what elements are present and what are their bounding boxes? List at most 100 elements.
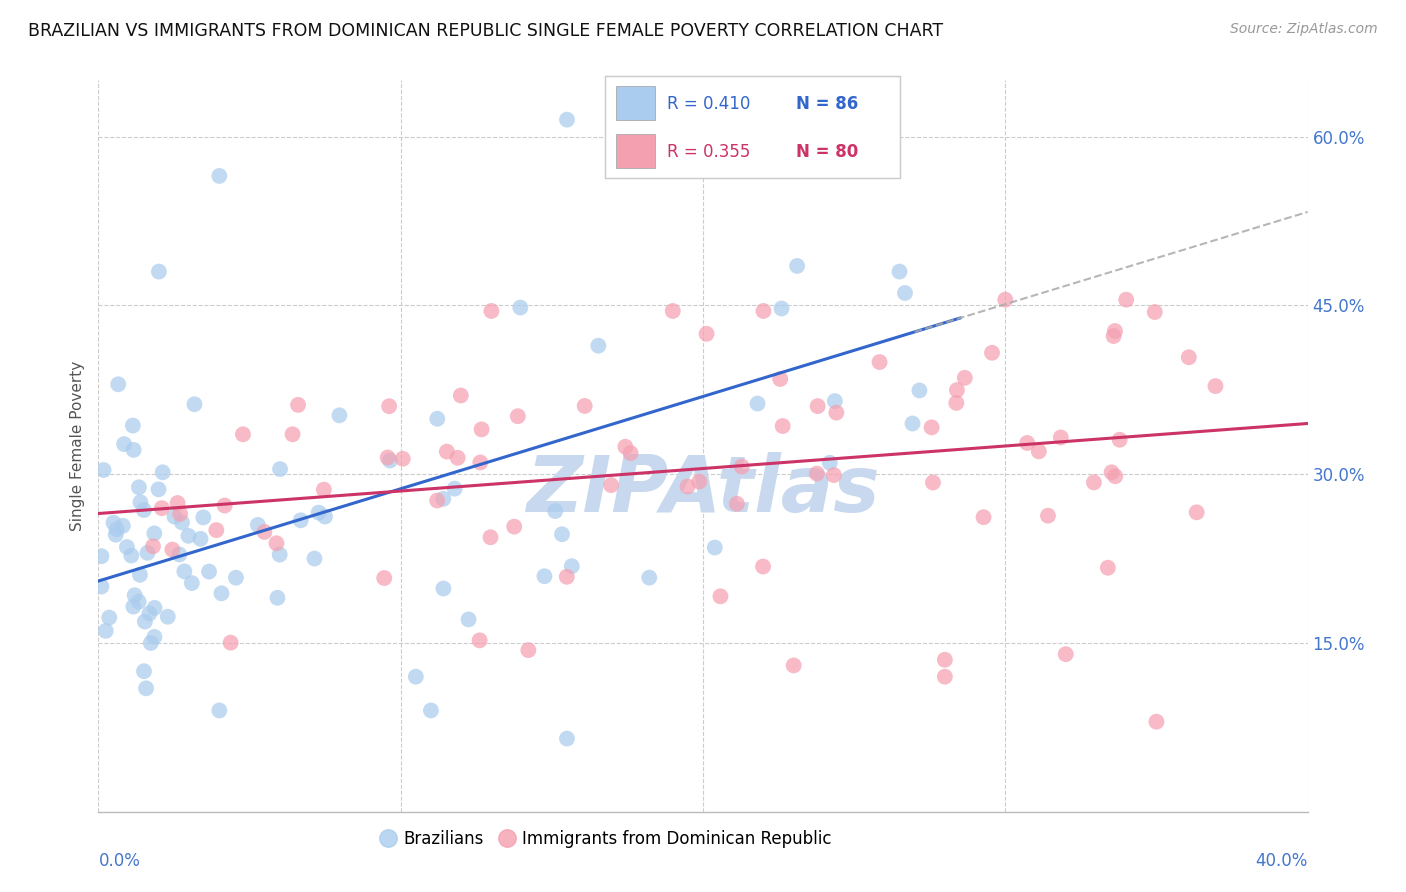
Point <box>312 483 335 497</box>
Point <box>752 559 775 574</box>
Point <box>1028 444 1050 458</box>
Point <box>1101 466 1123 480</box>
Point <box>806 467 828 481</box>
Point <box>122 442 145 457</box>
Point <box>107 377 129 392</box>
Point <box>205 523 228 537</box>
Point <box>162 542 184 557</box>
Bar <box>616 135 655 168</box>
Point <box>1204 379 1226 393</box>
Point <box>281 427 304 442</box>
Point <box>378 453 401 467</box>
Point <box>973 510 995 524</box>
Point <box>103 516 125 530</box>
Point <box>121 418 143 433</box>
Point <box>129 495 152 509</box>
Point <box>143 600 166 615</box>
Point <box>470 455 492 469</box>
Y-axis label: Single Female Poverty: Single Female Poverty <box>70 361 86 531</box>
Point <box>166 496 188 510</box>
Point <box>148 264 170 278</box>
Point <box>432 582 454 596</box>
Point <box>287 398 309 412</box>
Point <box>122 599 145 614</box>
Point <box>769 372 792 386</box>
Point <box>1185 505 1208 519</box>
Point <box>373 571 395 585</box>
Point <box>555 112 578 127</box>
Point <box>124 588 146 602</box>
Point <box>132 503 155 517</box>
Point <box>426 493 449 508</box>
Point <box>921 420 943 434</box>
Point <box>457 612 479 626</box>
Point <box>266 536 288 550</box>
Point <box>138 607 160 621</box>
Point <box>1144 714 1167 729</box>
Point <box>747 396 769 410</box>
Point <box>266 591 288 605</box>
Point <box>544 504 567 518</box>
Point <box>150 501 173 516</box>
Point <box>908 384 931 398</box>
Point <box>709 590 731 604</box>
Point <box>953 371 976 385</box>
Point <box>193 510 215 524</box>
Point <box>94 624 117 638</box>
Point <box>661 304 683 318</box>
Point <box>128 567 150 582</box>
Point <box>619 446 641 460</box>
Text: N = 86: N = 86 <box>796 95 859 112</box>
Point <box>555 731 578 746</box>
Point <box>170 516 193 530</box>
Point <box>614 440 637 454</box>
Point <box>446 450 468 465</box>
Point <box>142 539 165 553</box>
Point <box>981 345 1004 359</box>
Point <box>869 355 891 369</box>
Point <box>391 451 413 466</box>
Text: BRAZILIAN VS IMMIGRANTS FROM DOMINICAN REPUBLIC SINGLE FEMALE POVERTY CORRELATIO: BRAZILIAN VS IMMIGRANTS FROM DOMINICAN R… <box>28 22 943 40</box>
Point <box>1104 469 1126 483</box>
Point <box>143 630 166 644</box>
Point <box>436 444 458 458</box>
Text: ZIPAtlas: ZIPAtlas <box>526 452 880 528</box>
Point <box>994 293 1017 307</box>
Point <box>1097 560 1119 574</box>
Point <box>314 509 336 524</box>
Point <box>328 409 350 423</box>
Point <box>169 548 191 562</box>
Point <box>471 422 494 436</box>
Point <box>638 571 661 585</box>
Point <box>105 522 128 536</box>
Point <box>98 610 121 624</box>
Point <box>208 703 231 717</box>
Point <box>405 670 427 684</box>
Point <box>481 304 503 318</box>
Point <box>253 524 276 539</box>
Point <box>1115 293 1137 307</box>
Point <box>132 664 155 678</box>
Point <box>889 264 911 278</box>
Point <box>104 527 127 541</box>
Point <box>156 609 179 624</box>
Point <box>588 339 610 353</box>
Point <box>725 497 748 511</box>
Point <box>308 506 330 520</box>
Point <box>180 576 202 591</box>
Point <box>600 478 623 492</box>
Point <box>1104 324 1126 338</box>
Point <box>894 285 917 300</box>
Point <box>420 703 443 717</box>
Point <box>783 658 806 673</box>
Point <box>120 549 142 563</box>
Point <box>946 383 969 397</box>
Point <box>450 388 472 402</box>
Point <box>517 643 540 657</box>
Point <box>112 437 135 451</box>
Point <box>111 518 134 533</box>
Point <box>232 427 254 442</box>
Point <box>731 459 754 474</box>
Point <box>90 580 112 594</box>
Point <box>432 491 454 506</box>
